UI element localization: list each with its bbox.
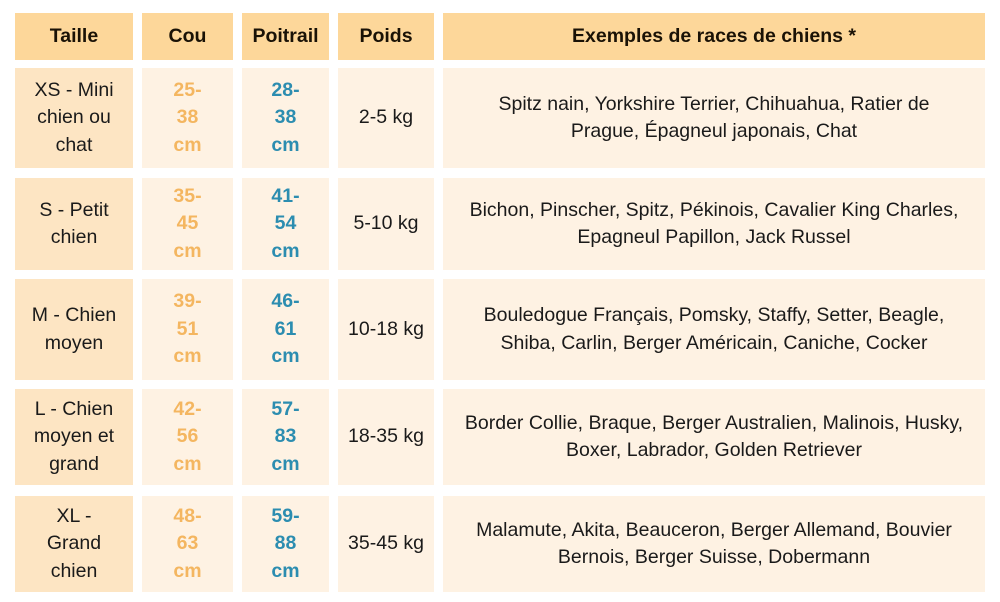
cell-neck: 25-38 cm <box>142 68 233 168</box>
cell-breeds: Bouledogue Français, Pomsky, Staffy, Set… <box>443 279 985 380</box>
cell-size: XS - Mini chien ou chat <box>15 68 133 168</box>
cell-weight: 5-10 kg <box>338 178 434 270</box>
cell-breeds: Spitz nain, Yorkshire Terrier, Chihuahua… <box>443 68 985 168</box>
header-breeds: Exemples de races de chiens * <box>443 13 985 60</box>
header-weight: Poids <box>338 13 434 60</box>
cell-chest: 46-61 cm <box>242 279 329 380</box>
cell-neck: 35-45 cm <box>142 178 233 270</box>
cell-neck: 48-63 cm <box>142 496 233 592</box>
cell-size: XL - Grand chien <box>15 496 133 592</box>
cell-weight: 18-35 kg <box>338 389 434 485</box>
cell-breeds: Bichon, Pinscher, Spitz, Pékinois, Caval… <box>443 178 985 270</box>
cell-breeds: Border Collie, Braque, Berger Australien… <box>443 389 985 485</box>
cell-chest: 57-83 cm <box>242 389 329 485</box>
cell-chest: 28-38 cm <box>242 68 329 168</box>
cell-weight: 35-45 kg <box>338 496 434 592</box>
cell-breeds: Malamute, Akita, Beauceron, Berger Allem… <box>443 496 985 592</box>
cell-neck: 42-56 cm <box>142 389 233 485</box>
cell-size: L - Chien moyen et grand <box>15 389 133 485</box>
header-chest: Poitrail <box>242 13 329 60</box>
cell-neck: 39-51 cm <box>142 279 233 380</box>
cell-chest: 41-54 cm <box>242 178 329 270</box>
header-neck: Cou <box>142 13 233 60</box>
cell-weight: 10-18 kg <box>338 279 434 380</box>
cell-chest: 59-88 cm <box>242 496 329 592</box>
cell-size: M - Chien moyen <box>15 279 133 380</box>
header-size: Taille <box>15 13 133 60</box>
cell-size: S - Petit chien <box>15 178 133 270</box>
cell-weight: 2-5 kg <box>338 68 434 168</box>
